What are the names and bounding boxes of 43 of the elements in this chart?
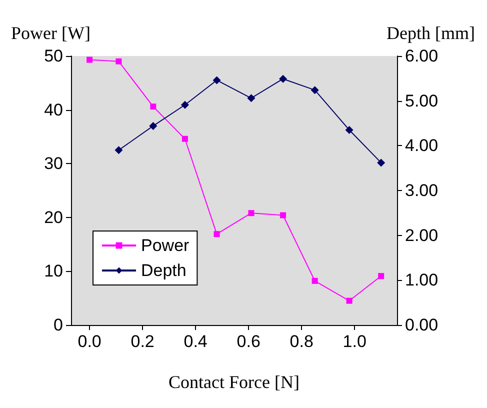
y-tick-label: 0 [54,316,63,334]
y2-axis-title: Depth [mm] [386,23,475,43]
y-tick-label: 30 [44,154,63,174]
point [114,146,123,154]
x-tick-label: 0.8 [290,332,314,351]
x-tick-label: 0.6 [236,332,260,351]
point [182,136,188,142]
y-tick-label: 20 [44,208,63,227]
y-tick-label: 50 [44,46,63,66]
point [345,126,354,134]
point [279,74,288,83]
point [378,273,384,280]
point [116,58,122,64]
y2-tick-label: 0.00 [405,316,438,334]
point [180,100,189,109]
y-axis-title: Power [W] [11,23,90,43]
legend-label: Depth [141,261,186,280]
y2-tick-label: 2.00 [405,226,438,245]
y-tick-label: 40 [44,100,63,120]
y2-tick-label: 6.00 [405,46,438,66]
point [280,212,286,218]
point [377,158,386,167]
legend-label: Power [141,236,190,255]
point [86,56,93,63]
x-axis-title: Contact Force [N] [168,372,300,392]
point [346,298,352,304]
point [248,210,254,216]
y2-tick-label: 1.00 [405,270,438,290]
point [310,86,319,94]
point [214,231,220,238]
y2-tick-label: 3.00 [405,181,438,200]
x-tick-label: 0.4 [184,332,208,351]
point [212,76,221,84]
point [150,104,156,110]
point [149,122,158,130]
y2-tick-label: 5.00 [405,91,438,110]
x-tick-label: 0.2 [130,332,154,351]
x-tick-label: 1.0 [342,332,366,351]
y-tick-label: 10 [44,262,63,281]
y2-tick-label: 4.00 [405,136,438,156]
x-tick-label: 0.0 [78,332,102,351]
point [312,278,318,284]
point [247,94,256,102]
